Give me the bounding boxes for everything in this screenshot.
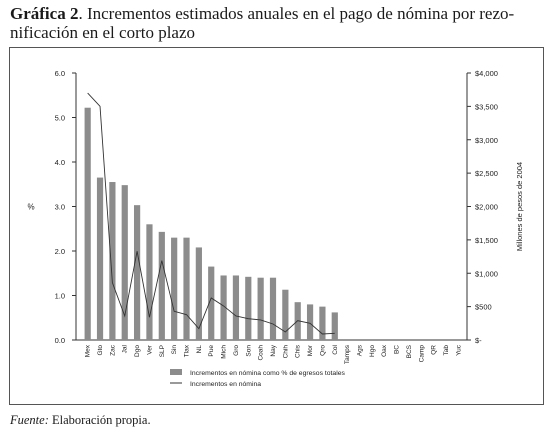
category-label: Chih xyxy=(282,345,289,359)
category-label: Jal xyxy=(122,344,129,353)
figure-title: Gráfica 2. Incrementos estimados anuales… xyxy=(10,4,546,42)
left-tick-label: 1.0 xyxy=(55,292,65,301)
bar xyxy=(245,276,252,340)
bar xyxy=(109,182,116,340)
category-label: Sin xyxy=(171,345,178,355)
left-tick-label: 3.0 xyxy=(55,203,65,212)
bar xyxy=(220,275,227,340)
chart-frame: 0.0 1.0 2.0 3.0 4.0 5.0 6.0 $- $500 $1,000 $1,500 $… xyxy=(9,47,544,405)
left-tick-label: 6.0 xyxy=(55,69,65,78)
right-tick-label: $4,000 xyxy=(475,69,498,78)
category-label: BC xyxy=(394,345,401,354)
category-label: BCS xyxy=(406,344,413,358)
source-note: Fuente: Elaboración propia. xyxy=(10,413,151,428)
category-label: Yuc xyxy=(455,344,462,356)
chart: 0.0 1.0 2.0 3.0 4.0 5.0 6.0 $- $500 $1,000 $1,500 $… xyxy=(27,69,524,388)
right-tick-label: $1,500 xyxy=(475,236,498,245)
source-label: Fuente: xyxy=(10,413,49,427)
right-tick-label: $500 xyxy=(475,303,492,312)
category-label: Col xyxy=(332,344,339,354)
category-label: Nay xyxy=(270,344,277,356)
bar xyxy=(171,237,178,340)
category-label: QR xyxy=(431,345,438,355)
category-label: Coah xyxy=(258,345,265,361)
bar xyxy=(331,312,338,340)
bar xyxy=(121,185,128,340)
bar xyxy=(183,237,190,340)
bar xyxy=(208,266,215,340)
bar xyxy=(282,289,289,340)
bar xyxy=(257,277,264,340)
y-axis-label: % xyxy=(27,203,34,212)
bar xyxy=(306,304,314,340)
category-label: Pue xyxy=(208,345,215,357)
category-label: Qro xyxy=(319,345,326,356)
bar xyxy=(96,177,104,340)
category-label: Hgo xyxy=(369,345,376,357)
category-label: Ags xyxy=(356,344,363,356)
right-tick-label: $- xyxy=(475,336,482,345)
category-label: Ver xyxy=(146,344,153,355)
left-tick-label: 5.0 xyxy=(55,114,65,123)
bar xyxy=(133,205,141,340)
category-label: Zac xyxy=(109,344,116,356)
series-line xyxy=(87,92,335,335)
source-text: Elaboración propia. xyxy=(48,413,151,427)
figure-number: Gráfica 2 xyxy=(10,4,79,23)
category-label: Mex xyxy=(85,344,92,357)
category-label: Tlax xyxy=(184,344,191,357)
category-label: Son xyxy=(245,345,252,357)
figure-title-line2: nificación en el corto plazo xyxy=(10,23,196,42)
right-tick-label: $2,000 xyxy=(475,203,498,212)
category-label: Chis xyxy=(295,344,302,358)
category-label: SLP xyxy=(159,345,166,357)
category-label: Gto xyxy=(97,345,104,356)
figure-title-line1: . Incrementos estimados anuales en el pa… xyxy=(78,4,515,23)
category-label: Mor xyxy=(307,344,314,356)
legend-bar-label: Incrementos en nómina como % de egresos … xyxy=(190,370,346,377)
right-tick-label: $3,500 xyxy=(475,102,498,111)
category-label: Tab xyxy=(443,345,450,356)
bar xyxy=(158,231,165,340)
category-label: Camp xyxy=(418,345,425,363)
bar xyxy=(232,275,240,340)
left-tick-label: 2.0 xyxy=(55,247,65,256)
legend-bar-swatch xyxy=(170,369,182,375)
bar xyxy=(146,224,153,340)
category-label: Gro xyxy=(233,345,240,356)
bar xyxy=(84,107,91,341)
legend-line-label: Incrementos en nómina xyxy=(190,381,261,388)
left-tick-label: 0.0 xyxy=(55,336,65,345)
y2-axis-label: Millones de pesos de 2004 xyxy=(515,162,524,251)
left-tick-label: 4.0 xyxy=(55,158,65,167)
right-tick-label: $2,500 xyxy=(475,169,498,178)
right-tick-label: $1,000 xyxy=(475,269,498,278)
bar xyxy=(195,247,202,340)
category-label: Dgo xyxy=(134,345,141,357)
category-label: Oax xyxy=(381,344,388,357)
category-label: NL xyxy=(196,345,203,354)
bar xyxy=(319,306,326,340)
bar xyxy=(269,277,277,340)
right-tick-label: $3,000 xyxy=(475,136,498,145)
category-label: Tamps xyxy=(344,344,351,364)
category-label: Mich xyxy=(221,345,228,359)
